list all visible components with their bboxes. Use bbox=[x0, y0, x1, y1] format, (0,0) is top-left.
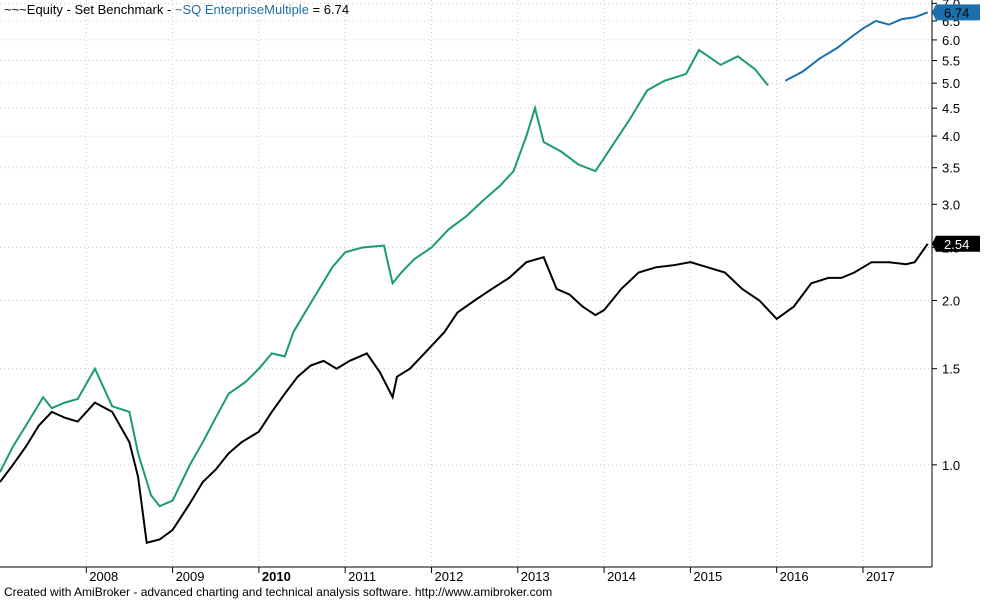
grid-layer bbox=[0, 0, 932, 567]
x-tick-label: 2011 bbox=[348, 569, 376, 584]
x-tick-label: 2012 bbox=[434, 569, 463, 584]
x-tick-label: 2014 bbox=[607, 569, 636, 584]
y-tick-label: 6.0 bbox=[942, 33, 960, 48]
benchmark-last-value-tag: 2.54 bbox=[932, 235, 980, 252]
y-tick-label: 4.5 bbox=[942, 101, 960, 116]
series-layer bbox=[0, 11, 929, 544]
strategy-series-line-recent bbox=[784, 11, 929, 82]
legend-series-name: ~SQ EnterpriseMultiple bbox=[174, 2, 309, 17]
chart-legend: ~~~Equity - Set Benchmark - ~SQ Enterpri… bbox=[4, 2, 349, 17]
label-layer: 1.01.52.02.53.03.54.04.55.05.56.06.57.02… bbox=[89, 0, 980, 584]
strategy-last-value-tag: 6.74 bbox=[932, 4, 980, 21]
y-tick-label: 2.0 bbox=[942, 293, 960, 308]
x-tick-label: 2016 bbox=[780, 569, 809, 584]
y-tick-label: 5.5 bbox=[942, 54, 960, 69]
legend-prefix: ~~~Equity - Set Benchmark - bbox=[4, 2, 175, 17]
strategy-series-line bbox=[0, 48, 769, 508]
axis-layer bbox=[0, 0, 937, 573]
legend-equals: = bbox=[308, 2, 324, 17]
y-tick-label: 3.0 bbox=[942, 197, 960, 212]
benchmark-series-line bbox=[0, 243, 929, 544]
strategy-last-value-tag-text: 6.74 bbox=[944, 5, 969, 20]
strategy-last-value-tag-box bbox=[932, 4, 980, 21]
x-tick-label: 2013 bbox=[521, 569, 550, 584]
x-tick-label: 2009 bbox=[176, 569, 205, 584]
x-tick-label: 2015 bbox=[693, 569, 722, 584]
benchmark-last-value-tag-text: 2.54 bbox=[944, 237, 969, 252]
y-tick-label: 1.5 bbox=[942, 362, 960, 377]
legend-value: 6.74 bbox=[323, 2, 350, 17]
footer-credit: Created with AmiBroker - advanced charti… bbox=[4, 585, 553, 599]
y-tick-label: 5.0 bbox=[942, 76, 960, 91]
y-tick-label: 1.0 bbox=[942, 458, 960, 473]
benchmark-last-value-tag-box bbox=[932, 235, 980, 252]
x-tick-label: 2010 bbox=[262, 569, 291, 584]
y-tick-label: 3.5 bbox=[942, 161, 960, 176]
y-tick-label: 4.0 bbox=[942, 129, 960, 144]
x-tick-label: 2017 bbox=[866, 569, 895, 584]
x-tick-label: 2008 bbox=[89, 569, 118, 584]
